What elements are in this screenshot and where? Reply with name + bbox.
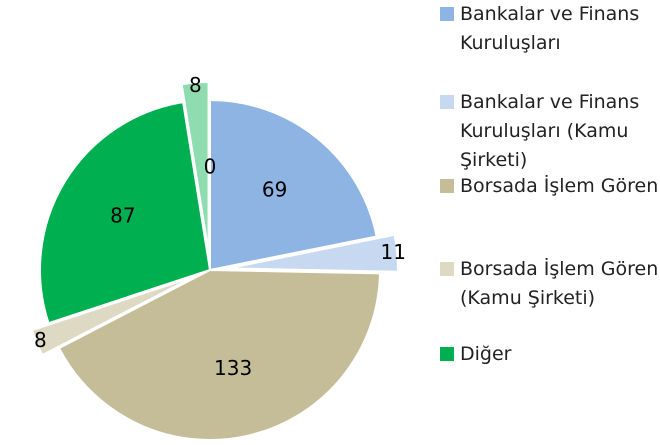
legend-entry: Bankalar ve Finans Kuruluşları	[440, 0, 660, 58]
pie-slice	[180, 81, 210, 253]
data-label: 133	[214, 356, 252, 380]
legend-label: Diğer	[460, 343, 512, 365]
pie-slice	[39, 100, 212, 325]
legend-label: Borsada İşlem Gören (Kamu Şirketi)	[460, 258, 659, 309]
data-label: 8	[34, 328, 47, 352]
legend-entry: Borsada İşlem Gören (Kamu Şirketi)	[440, 255, 660, 313]
data-label: 11	[381, 240, 406, 264]
legend-swatch	[440, 7, 454, 21]
legend-swatch	[440, 347, 454, 361]
legend-swatch	[440, 262, 454, 276]
pie-slice	[227, 233, 399, 273]
legend-entry: Diğer	[440, 340, 660, 369]
data-label: 0	[204, 155, 217, 179]
legend-entry: Bankalar ve Finans Kuruluşları (Kamu Şir…	[440, 88, 660, 175]
legend-label: Borsada İşlem Gören	[460, 175, 659, 197]
pie-slice	[209, 98, 378, 272]
pie-slice	[30, 276, 194, 357]
data-label: 87	[110, 203, 135, 227]
legend-swatch	[440, 179, 454, 193]
legend-swatch	[440, 95, 454, 109]
legend-label: Bankalar ve Finans Kuruluşları	[460, 3, 640, 54]
legend-entry: Borsada İşlem Gören	[440, 172, 660, 201]
data-label: 8	[189, 73, 202, 97]
data-label: 69	[262, 178, 287, 202]
legend-label: Bankalar ve Finans Kuruluşları (Kamu Şir…	[460, 91, 640, 171]
pie-slice	[57, 268, 381, 441]
